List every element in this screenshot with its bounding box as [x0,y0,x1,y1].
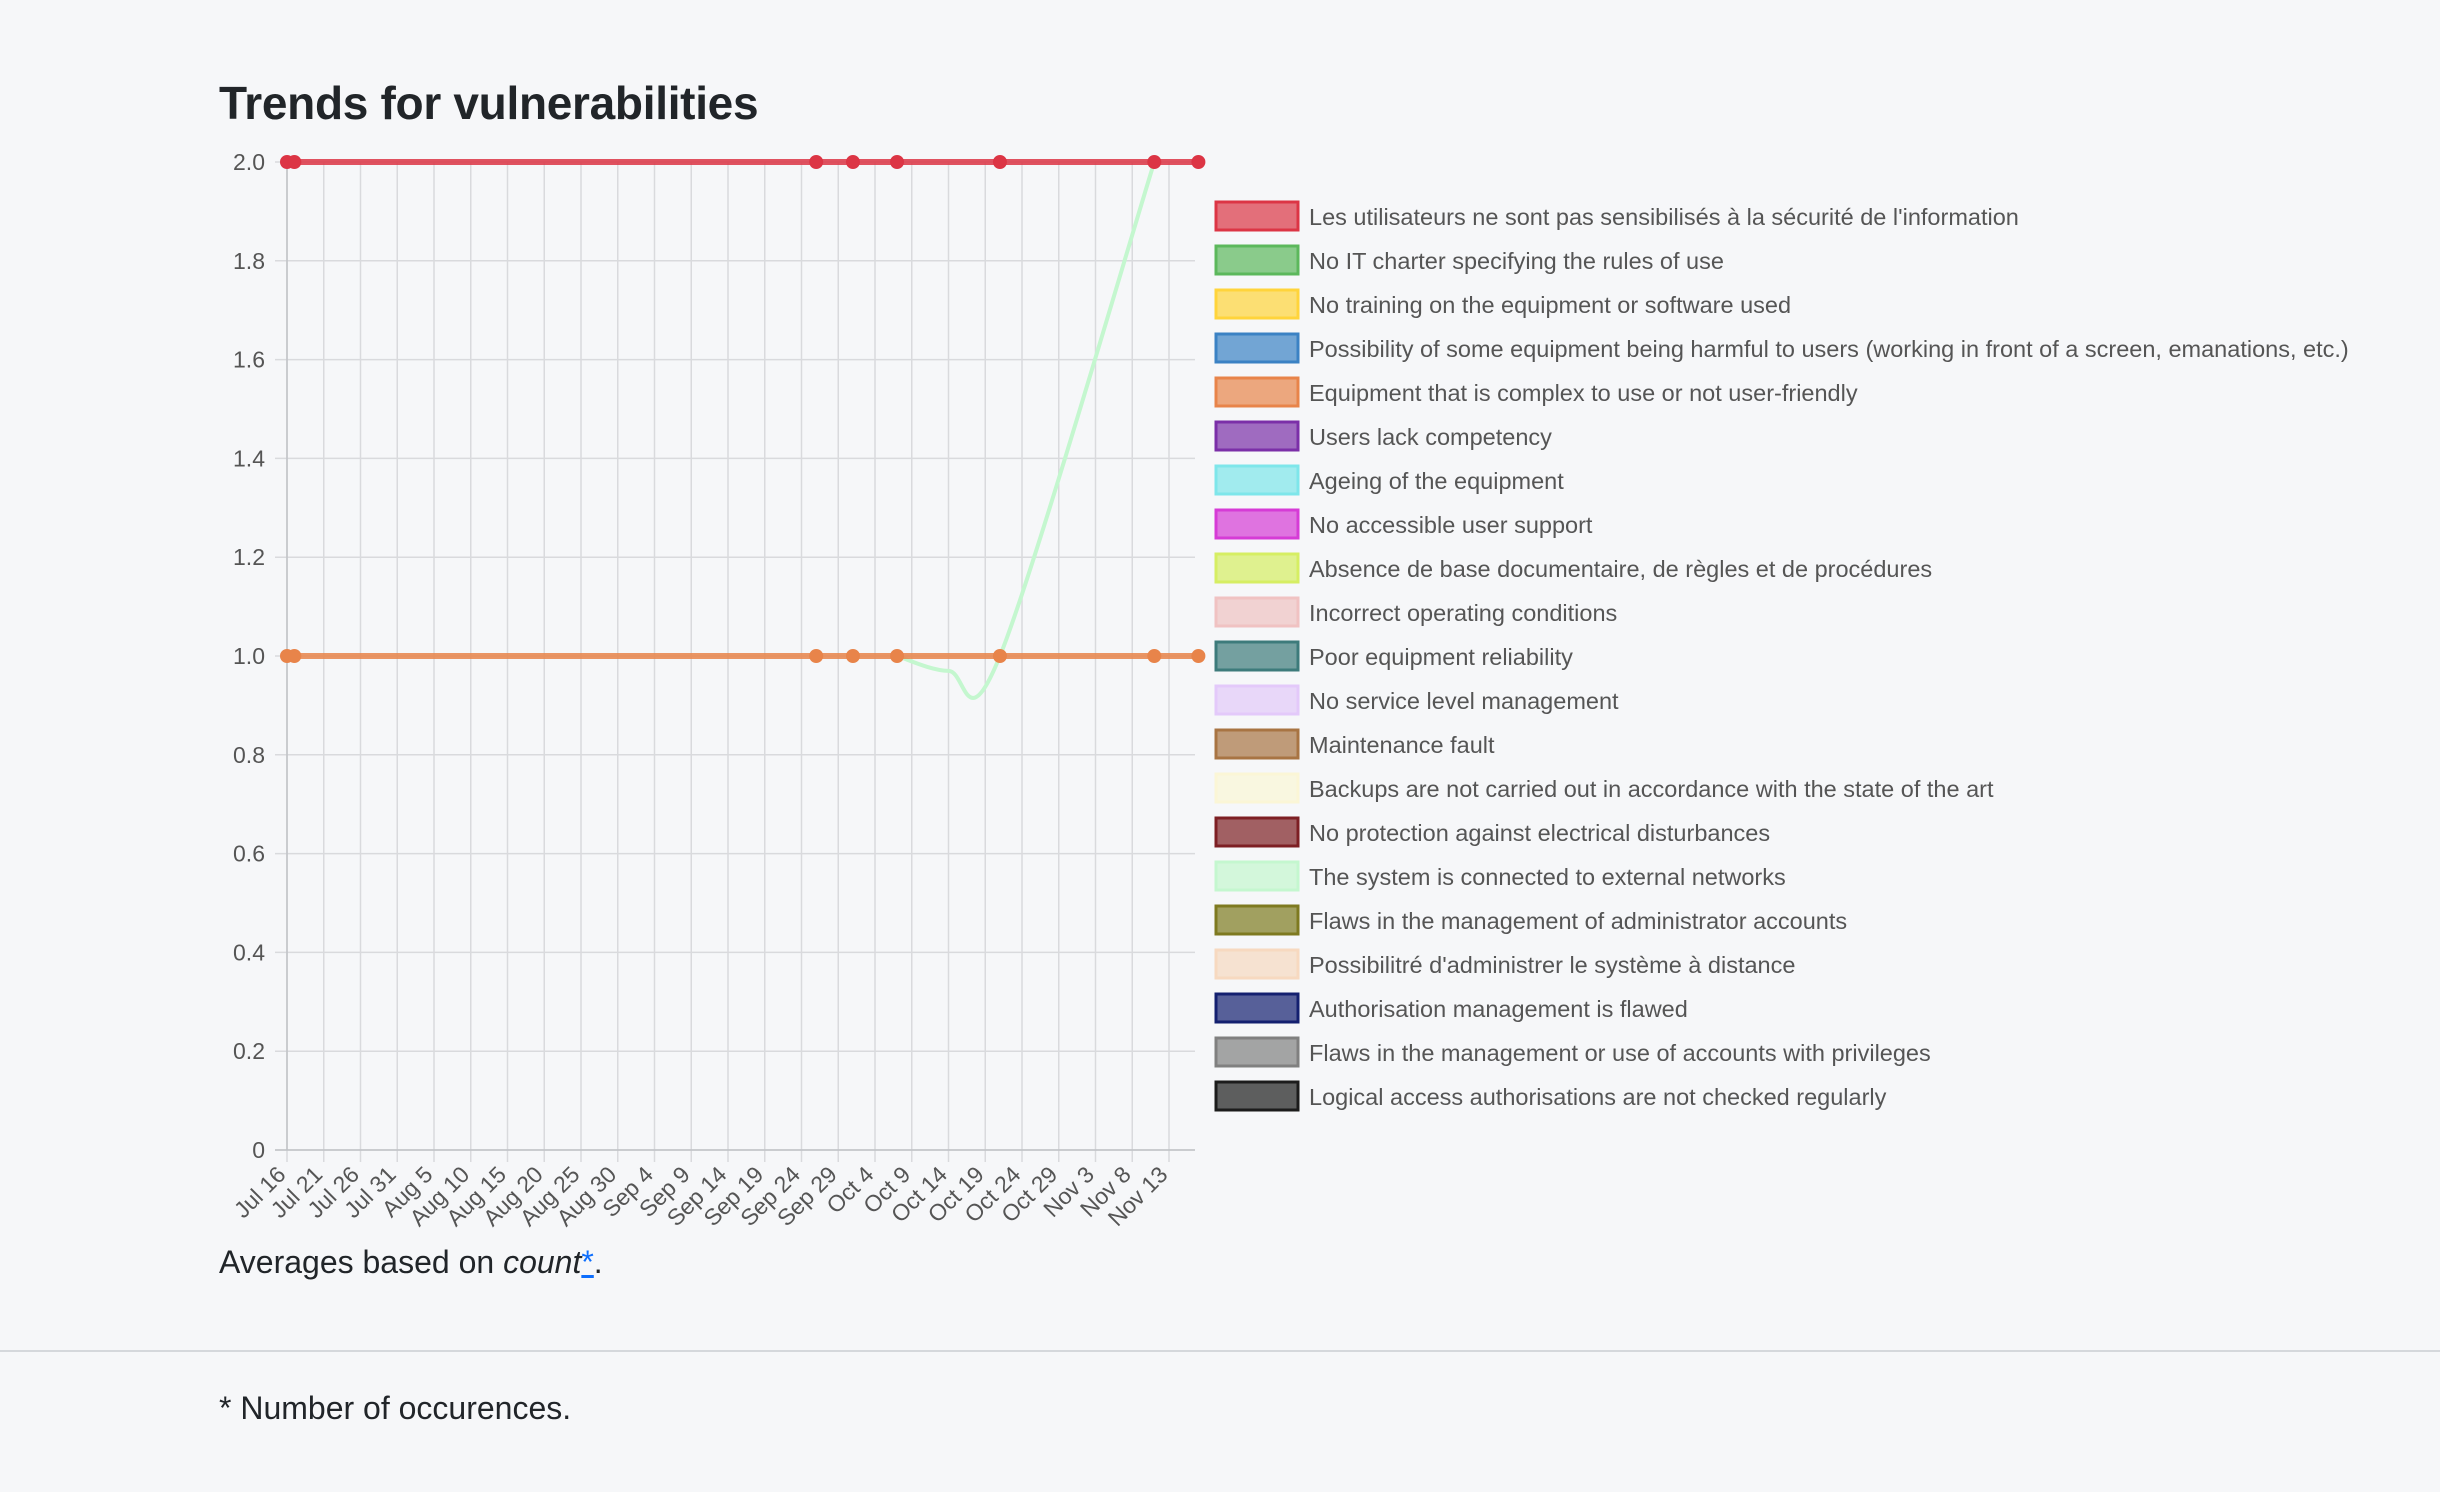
series-point [1191,155,1206,169]
y-tick-label: 0.2 [233,1038,265,1064]
legend-label: Authorisation management is flawed [1309,996,1688,1022]
legend-label: Poor equipment reliability [1309,644,1573,670]
series-point [809,649,824,663]
footnote-link[interactable]: * [581,1244,594,1280]
legend-item: Equipment that is complex to use or not … [1214,376,1858,408]
legend-item: Flaws in the management of administrator… [1214,904,1847,936]
legend-swatch [1214,596,1300,628]
averages-note: Averages based on count*. [219,1244,603,1281]
legend-swatch [1214,816,1300,848]
legend-swatch [1214,860,1300,892]
series-point [845,155,860,169]
legend-label: No accessible user support [1309,512,1593,538]
y-tick-label: 1.8 [233,248,265,274]
legend-label: No IT charter specifying the rules of us… [1309,248,1724,274]
footnote-text: * Number of occurences. [219,1390,572,1426]
series-point [809,155,824,169]
legend-swatch [1214,1036,1300,1068]
legend-item: No service level management [1214,684,1619,716]
legend-label: Backups are not carried out in accordanc… [1309,776,1994,802]
legend-item: Maintenance fault [1214,728,1495,760]
legend-label: Maintenance fault [1309,732,1495,758]
y-tick-label: 0.8 [233,742,265,768]
y-tick-label: 0 [252,1137,265,1163]
legend-label: Ageing of the equipment [1309,468,1564,494]
legend-label: Flaws in the management of administrator… [1309,908,1847,934]
legend-swatch [1214,684,1300,716]
legend-label: Users lack competency [1309,424,1552,450]
legend-item: Absence de base documentaire, de règles … [1214,552,1932,584]
legend-item: No protection against electrical disturb… [1214,816,1770,848]
legend-item: Users lack competency [1214,420,1552,452]
legend-item: Possibility of some equipment being harm… [1214,332,2349,364]
averages-metric: count [503,1244,582,1280]
legend-swatch [1214,772,1300,804]
series-point [890,155,905,169]
legend-label: Logical access authorisations are not ch… [1309,1084,1887,1110]
series-point [287,649,302,663]
y-tick-label: 0.6 [233,841,265,867]
footer-divider [0,1350,2440,1352]
legend-item: Poor equipment reliability [1214,640,1573,672]
series-point [992,155,1007,169]
legend-item: The system is connected to external netw… [1214,860,1786,892]
series-point [1147,155,1162,169]
legend-swatch [1214,552,1300,584]
legend-label: Equipment that is complex to use or not … [1309,380,1858,406]
series-point [1191,649,1206,663]
legend-swatch [1214,244,1300,276]
series-point [992,649,1007,663]
legend-swatch [1214,728,1300,760]
page-title: Trends for vulnerabilities [219,77,759,129]
y-tick-label: 2.0 [233,149,265,175]
legend-swatch [1214,992,1300,1024]
legend-item: Flaws in the management or use of accoun… [1214,1036,1931,1068]
legend-item: No accessible user support [1214,508,1593,540]
legend-label: Possibilitré d'administrer le système à … [1309,952,1795,978]
averages-prefix: Averages based on [219,1244,504,1280]
legend-swatch [1214,508,1300,540]
legend-swatch [1214,464,1300,496]
legend-label: The system is connected to external netw… [1309,864,1786,890]
legend-label: Possibility of some equipment being harm… [1309,336,2349,362]
legend-item: No IT charter specifying the rules of us… [1214,244,1724,276]
legend-swatch [1214,640,1300,672]
legend-swatch [1214,420,1300,452]
y-tick-label: 1.0 [233,643,265,669]
series-point [1147,649,1162,663]
legend-label: No protection against electrical disturb… [1309,820,1770,846]
legend-label: Absence de base documentaire, de règles … [1309,556,1932,582]
legend-item: No training on the equipment or software… [1214,288,1791,320]
legend-item: Les utilisateurs ne sont pas sensibilisé… [1214,200,2019,232]
legend-item: Authorisation management is flawed [1214,992,1688,1024]
series-point [845,649,860,663]
series-line [896,161,1157,700]
legend-swatch [1214,904,1300,936]
legend-label: Incorrect operating conditions [1309,600,1617,626]
y-tick-label: 0.4 [233,939,265,965]
legend-label: Flaws in the management or use of accoun… [1309,1040,1931,1066]
legend-swatch [1214,200,1300,232]
y-tick-label: 1.6 [233,347,265,373]
legend-swatch [1214,1080,1300,1112]
legend-item: Possibilitré d'administrer le système à … [1214,948,1795,980]
y-tick-label: 1.2 [233,544,265,570]
legend-item: Backups are not carried out in accordanc… [1214,772,1994,804]
legend-item: Incorrect operating conditions [1214,596,1617,628]
legend-item: Ageing of the equipment [1214,464,1564,496]
series-point [890,649,905,663]
legend-swatch [1214,288,1300,320]
averages-suffix: . [593,1244,603,1280]
legend-swatch [1214,376,1300,408]
legend-swatch [1214,948,1300,980]
legend-label: Les utilisateurs ne sont pas sensibilisé… [1309,204,2019,230]
legend-item: Logical access authorisations are not ch… [1214,1080,1887,1112]
legend-label: No service level management [1309,688,1619,714]
legend-label: No training on the equipment or software… [1309,292,1791,318]
y-tick-label: 1.4 [233,445,265,471]
series-point [287,155,302,169]
legend-swatch [1214,332,1300,364]
